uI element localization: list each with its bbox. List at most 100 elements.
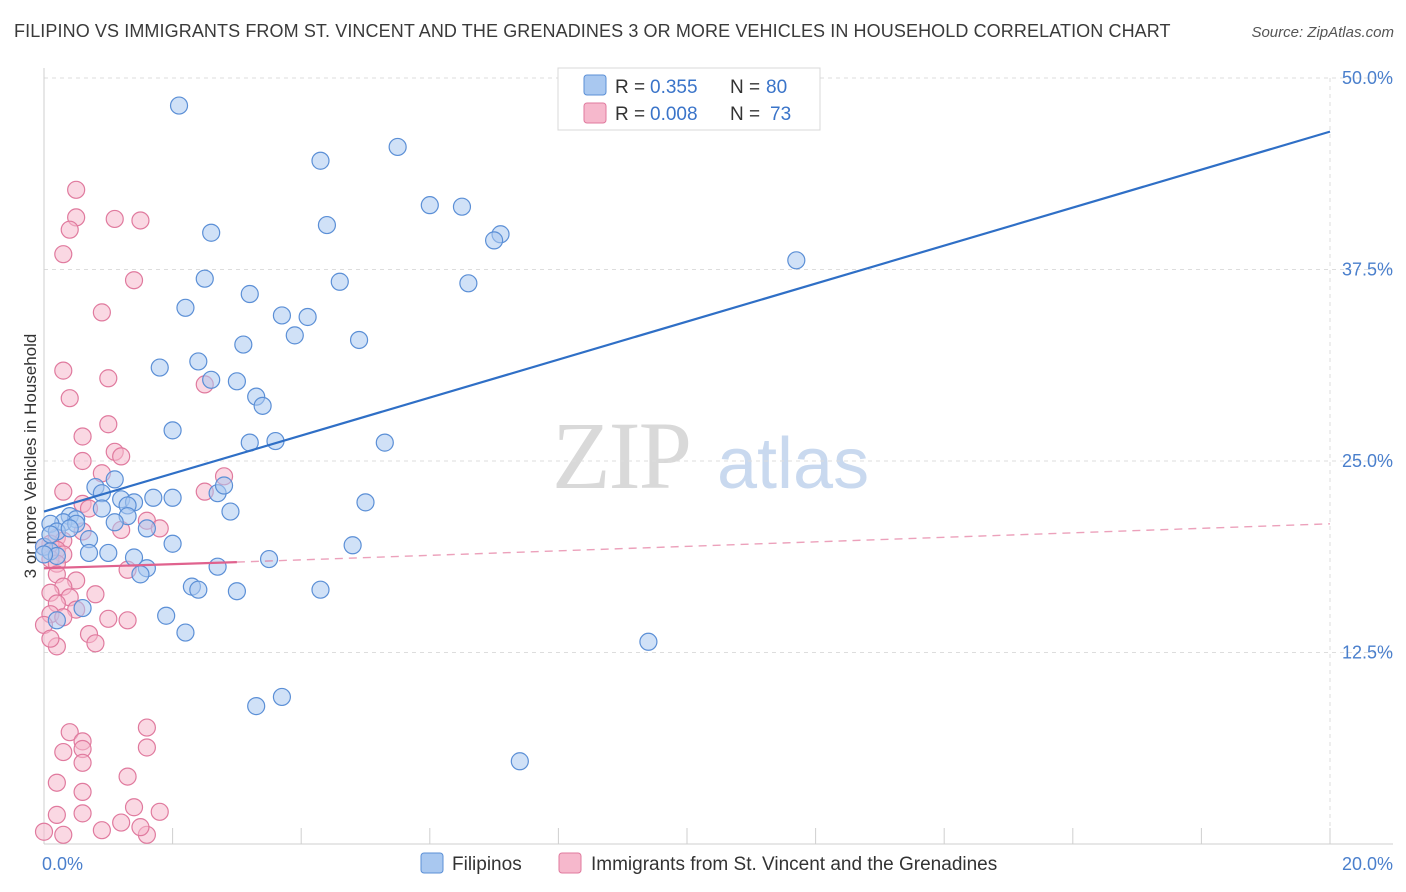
filipino-point [131, 565, 150, 584]
filipino-trend-line [43, 130, 1331, 513]
legend-r-value-pink: 0.008 [650, 104, 698, 125]
svg-immigrant-point [99, 609, 118, 628]
svg-immigrant-point [47, 805, 66, 824]
svg-immigrant-point [67, 180, 86, 199]
filipino-point [510, 752, 529, 771]
svg-trend-line [43, 561, 237, 570]
y-tick-label: 12.5% [1342, 643, 1393, 663]
filipino-point [189, 580, 208, 599]
svg-immigrant-point [73, 451, 92, 471]
filipino-point [459, 274, 478, 293]
filipino-point [99, 543, 118, 563]
bottom-legend-swatch-blue [420, 852, 444, 874]
svg-immigrant-point [54, 825, 73, 844]
svg-immigrant-point [124, 798, 144, 817]
filipino-point [247, 697, 266, 716]
filipino-point [227, 372, 246, 391]
filipino-point [169, 96, 189, 115]
filipino-point [259, 549, 279, 569]
filipino-point [311, 151, 330, 170]
filipino-point [787, 251, 806, 270]
filipino-point [343, 536, 362, 555]
filipino-point [639, 632, 658, 651]
legend-r-label-blue: R = [615, 77, 645, 98]
svg-immigrant-point [92, 303, 111, 322]
grid-lines [44, 77, 1393, 844]
watermark-atlas: atlas [717, 424, 869, 504]
svg-immigrant-point [73, 782, 92, 802]
filipino-point [330, 272, 349, 291]
y-tick-label: 50.0% [1342, 68, 1393, 88]
filipino-point [195, 269, 214, 288]
filipino-point [79, 543, 99, 563]
svg-immigrant-point [41, 629, 60, 648]
filipino-point [349, 330, 369, 350]
y-axis-label: 3 or more Vehicles in Household [21, 334, 40, 579]
x-tick-label: 20.0% [1342, 854, 1393, 874]
filipino-point [150, 358, 169, 377]
svg-immigrant-point [150, 802, 169, 821]
bottom-legend-label-filipinos: Filipinos [452, 854, 522, 875]
bottom-legend-label-svg: Immigrants from St. Vincent and the Gren… [591, 854, 997, 875]
filipino-point [144, 488, 163, 507]
svg-immigrant-point [60, 389, 79, 408]
svg-immigrant-point [124, 271, 144, 290]
filipino-point [240, 284, 259, 304]
filipino-point [311, 580, 330, 599]
svg-immigrant-point [92, 821, 111, 840]
x-tick-labels: 0.0% 20.0% [42, 854, 1393, 874]
trend-lines [43, 130, 1331, 570]
filipino-point [375, 433, 394, 452]
legend-n-label-blue: N = [730, 77, 760, 98]
svg-immigrant-point [112, 813, 131, 832]
filipino-point [285, 326, 304, 345]
svg-immigrant-point [34, 822, 54, 841]
svg-immigrant-point [60, 220, 79, 239]
x-tick-label: 0.0% [42, 854, 83, 874]
filipino-point [253, 396, 272, 415]
watermark-zip: ZIP [552, 402, 690, 509]
svg-immigrant-point [86, 634, 105, 653]
filipino-point [272, 306, 292, 325]
chart-source: Source: ZipAtlas.com [1251, 24, 1394, 41]
svg-immigrant-point [54, 245, 73, 264]
filipino-point [163, 421, 182, 440]
legend-r-label-pink: R = [615, 104, 645, 125]
filipino-point [202, 223, 221, 242]
filipino-point [227, 582, 246, 601]
filipino-point [189, 352, 208, 371]
y-tick-labels: 12.5% 25.0% 37.5% 50.0% [1342, 68, 1393, 663]
x-tick-marks [43, 828, 1331, 844]
svg-immigrant-point [131, 818, 150, 837]
filipino-point [47, 611, 66, 630]
filipino-point [92, 499, 111, 518]
legend-n-value-pink: 73 [770, 104, 791, 125]
filipino-point [298, 307, 317, 327]
svg-immigrant-point [112, 447, 131, 466]
svg-immigrant-point [118, 611, 137, 630]
svg-trend-line-extended [236, 523, 1331, 563]
axes [43, 68, 1393, 845]
filipino-point [202, 370, 221, 389]
y-tick-label: 25.0% [1342, 451, 1393, 471]
filipino-point [356, 493, 375, 512]
filipino-point [214, 476, 234, 495]
filipino-point [388, 137, 407, 157]
filipino-point [317, 215, 337, 235]
filipino-point [272, 687, 292, 707]
filipino-point [176, 298, 195, 317]
filipino-point [105, 470, 124, 489]
filipino-point [176, 623, 195, 642]
svg-immigrant-point [99, 415, 118, 434]
filipino-point [105, 513, 124, 532]
svg-immigrant-point [73, 804, 92, 823]
svg-immigrant-point [137, 738, 156, 757]
svg-immigrant-point [131, 211, 150, 230]
svg-immigrant-point [54, 742, 73, 762]
legend-swatch-blue [583, 74, 607, 96]
filipino-point [34, 545, 54, 564]
filipino-point [208, 557, 227, 576]
series-filipino-points [34, 96, 806, 771]
series-legend: Filipinos Immigrants from St. Vincent an… [420, 852, 997, 875]
